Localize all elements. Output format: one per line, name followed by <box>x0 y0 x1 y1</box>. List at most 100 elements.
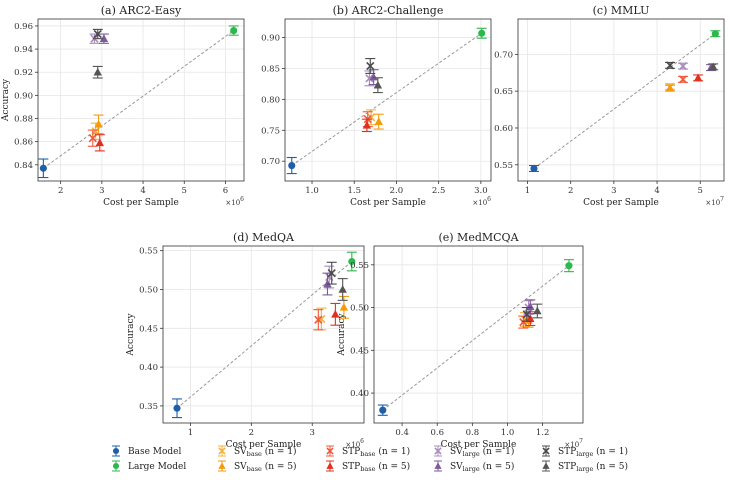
marker-stp_large_n1 <box>366 61 375 71</box>
marker-stp_large_n1 <box>665 61 675 70</box>
x-tick-label: 3 <box>611 186 616 196</box>
legend-label-text: SV <box>450 462 463 472</box>
legend-item-sv_large_n5: SVlarge (n = 5) <box>434 460 514 473</box>
data-point-stp_large_n1 <box>665 61 676 70</box>
y-tick-label: 0.88 <box>14 115 33 125</box>
legend-label: STPbase (n = 1) <box>342 446 410 458</box>
legend-label: SVbase (n = 5) <box>234 461 297 473</box>
x-axis-multiplier: ×106 <box>225 196 244 207</box>
legend-label-text: SV <box>450 447 463 457</box>
x-tick-label: 1 <box>188 428 193 438</box>
multiplier-base: ×10 <box>225 199 240 207</box>
marker-stp_base_n1 <box>88 134 97 143</box>
data-point-stp_base_n5 <box>693 73 704 82</box>
legend-label-sub: base <box>247 465 262 473</box>
x-axis-label: Cost per Sample <box>583 198 659 208</box>
data-point-sv_n5 <box>665 83 676 92</box>
reference-line <box>291 32 482 166</box>
marker-sv_n5 <box>94 119 103 128</box>
marker-base <box>39 164 47 172</box>
legend-label-text: STP <box>342 447 360 457</box>
marker-large <box>478 29 486 37</box>
legend-marker <box>218 447 226 455</box>
legend-label-suffix: (n = 5) <box>375 461 410 472</box>
legend-label-suffix: (n = 1) <box>593 446 628 457</box>
legend-label-sub: base <box>360 465 375 473</box>
x-tick-label: 5 <box>698 186 703 196</box>
reference-line <box>176 261 353 409</box>
marker-stp_large_n5 <box>709 62 718 71</box>
data-point-stp_large_n1 <box>326 261 337 285</box>
y-tick-label: 0.92 <box>14 68 33 78</box>
data-point-sv_large_n5 <box>98 33 109 44</box>
data-point-base <box>377 404 388 416</box>
x-axis-multiplier: ×107 <box>705 196 724 207</box>
legend-label-suffix: (n = 1) <box>375 446 410 457</box>
marker-stp_base_n1 <box>519 317 528 327</box>
data-point-base <box>38 158 49 179</box>
y-tick-label: 0.50 <box>350 304 369 314</box>
y-tick-label: 0.80 <box>261 95 280 105</box>
plot-frame <box>37 18 245 182</box>
multiplier-exponent: 7 <box>720 196 724 203</box>
legend-label-suffix: (n = 5) <box>262 461 297 472</box>
marker-stp_large_n1 <box>327 269 336 278</box>
marker-stp_base_n5 <box>95 138 104 147</box>
marker-stp_base_n5 <box>526 314 535 322</box>
legend-label: STPbase (n = 5) <box>342 461 410 473</box>
legend-item-stp_large_n5: STPlarge (n = 5) <box>542 460 628 473</box>
y-tick-label: 0.60 <box>494 124 513 134</box>
legend-label: Large Model <box>128 462 186 472</box>
marker-sv_large_n1 <box>365 74 374 83</box>
data-point-stp_large_n5 <box>708 62 719 71</box>
data-point-sv_n5 <box>93 114 104 135</box>
data-point-stp_large_n5 <box>532 303 543 319</box>
marker-stp_base_n1 <box>678 75 688 84</box>
marker-stp_large_n5 <box>373 80 383 89</box>
marker-base <box>173 404 181 412</box>
data-point-stp_large_n1 <box>365 58 376 74</box>
x-tick-label: 1.0 <box>501 428 515 438</box>
marker-stp_base_n5 <box>331 309 340 318</box>
legend-label-sub: large <box>463 465 480 473</box>
x-tick-label: 1.0 <box>305 186 319 196</box>
legend-label-sub: base <box>360 450 375 458</box>
x-axis-multiplier: ×107 <box>564 438 583 449</box>
x-tick-label: 6 <box>223 186 228 196</box>
legend-label: Base Model <box>128 447 182 457</box>
chart-panel-medmcqa: 0.4 0.6 0.8 1.0 1.2 0.40 0.45 0.50 0.55 (e) MedMC… <box>337 231 584 450</box>
data-point-large <box>228 25 239 36</box>
marker-base <box>288 161 296 170</box>
y-tick-label: 0.65 <box>494 87 513 97</box>
x-axis-label: Cost per Sample <box>103 198 179 208</box>
chart-panel-arc2-challenge: 1.0 1.5 2.0 2.5 3.0 0.70 0.75 0.80 0.85 0.90 (b) A… <box>261 4 492 208</box>
marker-base <box>530 164 538 173</box>
multiplier-base: ×10 <box>705 199 720 207</box>
marker-sv_n5 <box>339 302 349 311</box>
x-tick-label: 3 <box>310 428 315 438</box>
y-tick-label: 0.50 <box>139 285 158 295</box>
legend-marker <box>112 462 120 470</box>
legend-label-text: STP <box>558 462 576 472</box>
legend-label: STPlarge (n = 1) <box>558 446 628 458</box>
legend-label: SVlarge (n = 5) <box>450 461 514 473</box>
legend-label-sub: large <box>576 465 593 473</box>
multiplier-exponent: 6 <box>360 438 364 445</box>
chart-panel-mmlu: 1 2 3 4 5 0.55 0.60 0.65 0.70 (c) MMLU Cost per Sa… <box>494 4 725 208</box>
x-axis-label: Cost per Sample <box>441 440 517 450</box>
x-axis-label: Cost per Sample <box>350 198 426 208</box>
marker-stp_large_n1 <box>93 29 102 39</box>
y-tick-label: 0.55 <box>494 161 513 171</box>
data-point-stp_large_n1 <box>92 28 103 40</box>
legend-label-text: Base Model <box>128 447 182 457</box>
marker-stp_base_n5 <box>362 120 372 129</box>
legend-label-suffix: (n = 5) <box>480 461 515 472</box>
data-point-large <box>710 30 721 38</box>
marker-large <box>348 257 356 266</box>
y-tick-label: 0.40 <box>139 363 158 373</box>
x-tick-label: 4 <box>140 186 145 196</box>
multiplier-base: ×10 <box>345 441 360 449</box>
plot-frame <box>162 245 365 424</box>
x-tick-label: 1.2 <box>536 428 550 438</box>
